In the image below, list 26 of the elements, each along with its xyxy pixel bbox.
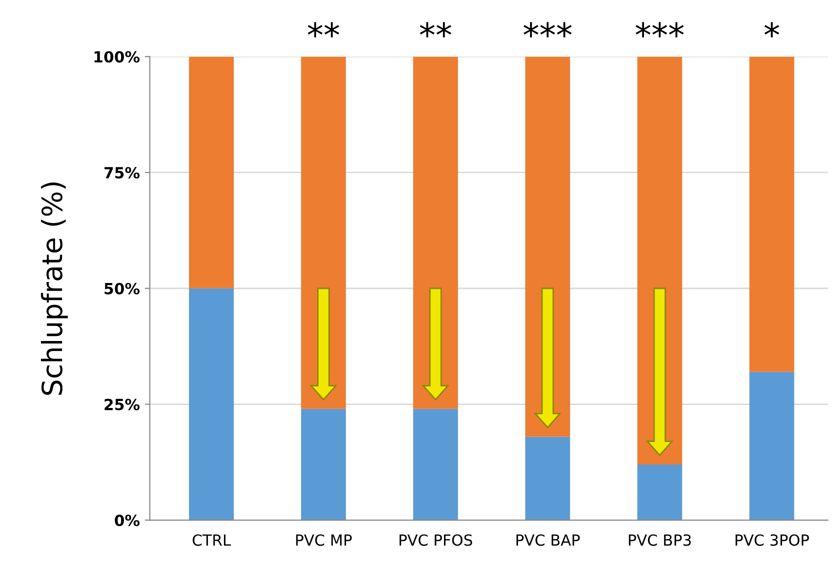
annotation: *: [764, 22, 780, 38]
annotation: ***: [524, 22, 572, 38]
y-tick-label: 50%: [104, 282, 140, 294]
bar: [749, 372, 794, 520]
bar: [188, 288, 234, 520]
bar: [413, 56, 458, 409]
y-tick-label: 75%: [104, 166, 140, 179]
bar: [301, 408, 346, 520]
annotation: **: [420, 22, 452, 38]
y-tick-label: 0%: [114, 514, 140, 526]
annotation: ***: [636, 22, 684, 38]
bar: [188, 56, 234, 288]
y-axis-title: Schlupfrate (%): [40, 182, 68, 395]
x-tick-label: PVC MP: [296, 534, 352, 546]
bar: [749, 56, 794, 372]
x-tick-label: PVC BAP: [516, 534, 580, 546]
x-tick-label: PVC BP3: [628, 534, 691, 546]
y-tick-label: 25%: [104, 398, 140, 410]
x-tick-label: PVC 3POP: [736, 534, 809, 546]
bar: [525, 436, 570, 520]
bar: [413, 408, 458, 520]
annotation: **: [308, 22, 340, 38]
x-tick-label: CTRL: [192, 534, 231, 546]
y-tick-label: 100%: [94, 51, 140, 63]
bar: [637, 464, 682, 520]
x-tick-label: PVC PFOS: [400, 534, 472, 546]
